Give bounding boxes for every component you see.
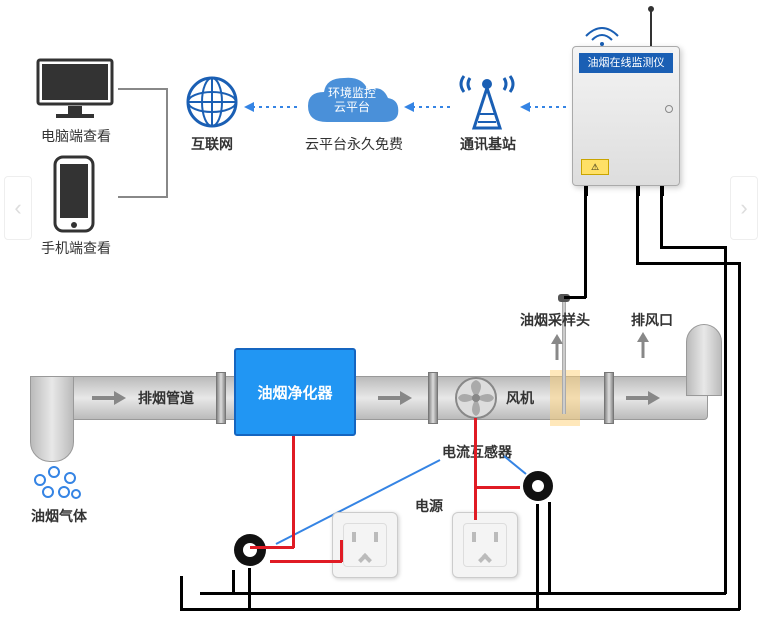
joint-1 [216, 372, 226, 424]
wire-bus2-ct1 [232, 570, 235, 594]
wire-red-purifier-v [292, 436, 295, 548]
arrow-monitor-to-base [520, 100, 568, 118]
wire-bus2-v2 [724, 246, 727, 594]
wire-red-ct1-out-h [270, 560, 342, 563]
monitor-connector-3 [660, 186, 664, 196]
sampler-arrow-icon [550, 334, 564, 365]
monitor-box-title: 油烟在线监测仪 [579, 53, 673, 73]
computer-label: 电脑端查看 [34, 126, 118, 146]
monitor-connector-1 [584, 186, 588, 196]
arrow-cloud-to-internet [244, 100, 300, 118]
base-station-icon [456, 66, 518, 137]
phone-label: 手机端查看 [34, 238, 118, 258]
wire-red-fan-h [474, 486, 520, 489]
phone-icon [52, 154, 96, 239]
outlet-2 [452, 512, 518, 578]
joint-2 [428, 372, 438, 424]
joint-3 [604, 372, 614, 424]
flow-arrow-2 [378, 388, 412, 413]
wire-bus-bottom [180, 608, 740, 611]
wire-bus-right-v2 [738, 262, 741, 610]
flow-arrow-1 [92, 388, 126, 413]
exhaust-label: 排风口 [620, 310, 684, 330]
chevron-left-icon[interactable]: ‹ [4, 176, 32, 240]
wire-bus2-h1 [660, 246, 726, 249]
computer-icon [36, 58, 114, 125]
wire-bus2-bottom [200, 592, 726, 595]
cloud-title: 环境监控 云平台 [302, 86, 402, 115]
monitor-warning-icon: ⚠ [581, 159, 609, 175]
power-label: 电源 [404, 496, 454, 516]
smoke-label: 油烟气体 [24, 506, 94, 526]
duct-right-bend [686, 324, 722, 396]
monitor-box: 油烟在线监测仪 ⚠ [572, 46, 680, 186]
antenna-icon [650, 8, 652, 48]
fan-label: 风机 [500, 388, 540, 408]
purifier-label: 油烟净化器 [236, 382, 354, 403]
exhaust-arrow-icon [636, 332, 650, 363]
bracket-line [118, 88, 168, 198]
cloud-icon: 环境监控 云平台 [302, 72, 402, 139]
purifier-box: 油烟净化器 [234, 348, 356, 436]
wire-red-ct1-out-v [340, 540, 343, 562]
monitor-lock-icon [665, 105, 673, 113]
internet-icon [184, 74, 240, 135]
antenna-tip [648, 6, 654, 12]
wire-sampler-h [564, 296, 586, 299]
duct-left-bend [30, 376, 74, 462]
wire-red-ct2-down [474, 486, 477, 520]
sampler-label: 油烟采样头 [510, 310, 600, 330]
wire-bus2-ct2 [548, 502, 551, 594]
flow-arrow-3 [626, 388, 660, 413]
wire-sampler-v [584, 196, 587, 298]
chevron-right-icon[interactable]: › [730, 176, 758, 240]
ct-leader-2 [502, 454, 530, 483]
monitor-connector-2 [636, 186, 640, 196]
duct-label: 排烟管道 [126, 388, 206, 408]
base-station-label: 通讯基站 [454, 134, 522, 154]
wire-bus-right-v [636, 196, 639, 264]
internet-label: 互联网 [180, 134, 244, 154]
wire-red-ct1-h [250, 546, 294, 549]
cloud-sub-label: 云平台永久免费 [296, 134, 412, 154]
bracket-stub [118, 196, 140, 198]
arrow-base-to-cloud [404, 100, 452, 118]
smoke-icon [30, 462, 84, 509]
wire-ct1-v [248, 568, 251, 610]
wire-bus2-v1 [660, 196, 663, 248]
wire-bus-left-v [180, 576, 183, 610]
